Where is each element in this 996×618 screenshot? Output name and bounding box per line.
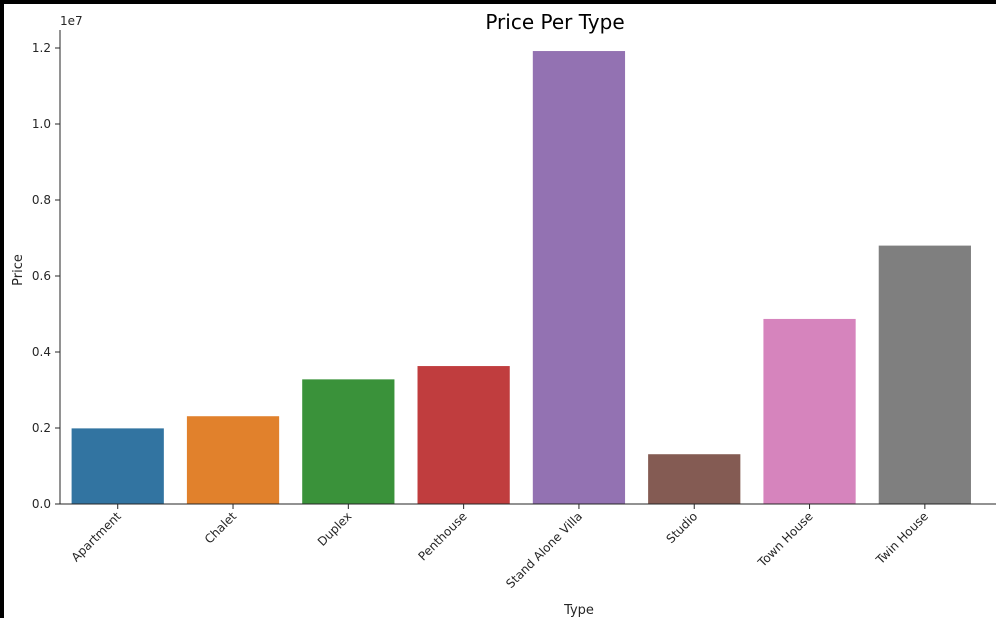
bar-stand-alone-villa — [532, 51, 626, 504]
x-tick-label: Penthouse — [416, 509, 470, 563]
bar-town-house — [763, 318, 856, 504]
x-tick-label: Twin House — [873, 509, 931, 567]
bar-studio — [648, 454, 741, 504]
x-tick-label: Stand Alone Villa — [503, 509, 585, 591]
y-tick-label: 1.2 — [32, 41, 51, 55]
x-tick-label: Apartment — [69, 509, 125, 565]
y-tick-label: 0.6 — [32, 269, 51, 283]
y-axis-label: Price — [11, 254, 26, 286]
y-tick-label: 1.0 — [32, 117, 51, 131]
bar-apartment — [71, 428, 164, 504]
y-tick-label: 0.8 — [32, 193, 51, 207]
bar-duplex — [302, 379, 395, 504]
x-tick-label: Duplex — [315, 509, 355, 549]
bar-chalet — [186, 416, 280, 504]
x-tick-label: Studio — [663, 509, 700, 546]
x-axis-label: Type — [563, 603, 594, 618]
y-tick-label: 0.2 — [32, 421, 51, 435]
x-tick-label: Town House — [755, 509, 816, 570]
y-tick-label: 0.4 — [32, 345, 51, 359]
bar-twin-house — [878, 245, 971, 504]
y-tick-label: 0.0 — [32, 497, 51, 511]
chart-frame — [4, 4, 996, 618]
chart-title: Price Per Type — [485, 10, 624, 34]
y-offset-label: 1e7 — [60, 14, 83, 28]
bar-penthouse — [417, 366, 510, 504]
x-tick-label: Chalet — [202, 509, 240, 547]
